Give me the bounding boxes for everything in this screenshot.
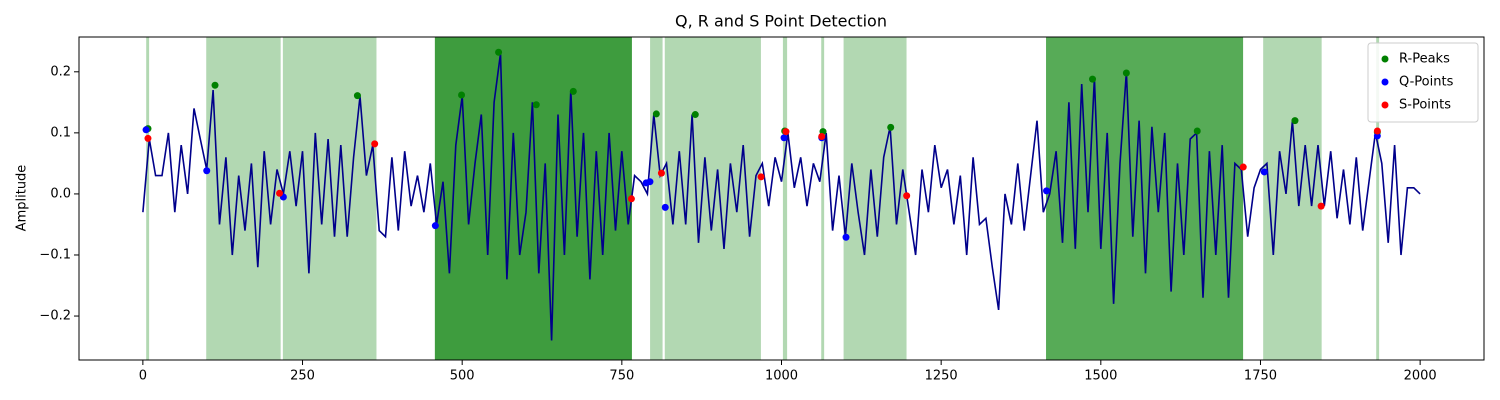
legend-marker [1381,55,1389,63]
point [144,134,152,142]
y-tick-label: −0.2 [39,309,71,324]
y-tick-label: 0.1 [50,125,71,140]
point [142,126,150,134]
x-tick-label: 1750 [1244,369,1277,384]
point [1122,69,1130,77]
point [657,169,665,177]
x-tick-label: 250 [290,369,315,384]
point [661,203,669,211]
point [1043,187,1051,195]
point [276,189,284,197]
point [1291,117,1299,125]
x-tick-label: 1500 [1084,369,1117,384]
point [431,222,439,230]
point [458,91,466,99]
point [1089,75,1097,83]
point [211,81,219,89]
point [757,173,765,181]
y-tick-label: −0.1 [39,247,71,262]
legend-label: Q-Points [1399,75,1454,90]
point [532,101,540,109]
point [1373,127,1381,135]
highlight-span [821,36,825,361]
chart-title: Q, R and S Point Detection [675,12,887,31]
point [1260,168,1268,176]
point [887,123,895,131]
point [569,87,577,95]
point [818,133,826,141]
highlight-span [146,36,150,361]
point [1239,163,1247,171]
x-tick-label: 0 [139,369,147,384]
highlight-span [1046,36,1244,361]
x-tick-label: 1000 [765,369,798,384]
legend-label: R-Peaks [1399,52,1450,67]
highlight-span [282,36,377,361]
highlight-span [434,36,632,361]
legend-marker [1381,101,1389,109]
legend-marker [1381,78,1389,86]
x-tick-label: 1250 [925,369,958,384]
x-tick-label: 2000 [1404,369,1437,384]
point [203,167,211,175]
highlight-span [782,36,788,361]
point [782,128,790,136]
x-tick-label: 500 [450,369,475,384]
y-axis-label: Amplitude [15,165,30,232]
point [1373,132,1381,140]
point [842,233,850,241]
y-tick-label: 0.2 [50,64,71,79]
x-tick-label: 750 [609,369,634,384]
highlight-span [843,36,907,361]
point [691,111,699,119]
point [371,140,379,148]
point [646,178,654,186]
y-tick-label: 0.0 [50,186,71,201]
point [495,48,503,56]
point [627,195,635,203]
legend-label: S-Points [1399,98,1451,113]
plot-frame [78,36,1485,361]
point [652,110,660,118]
point [903,192,911,200]
legend-box [1367,42,1479,123]
point [1193,127,1201,135]
point [1317,202,1325,210]
signal-line [142,53,1421,341]
highlight-span [650,36,663,361]
point [780,134,788,142]
point [353,92,361,100]
